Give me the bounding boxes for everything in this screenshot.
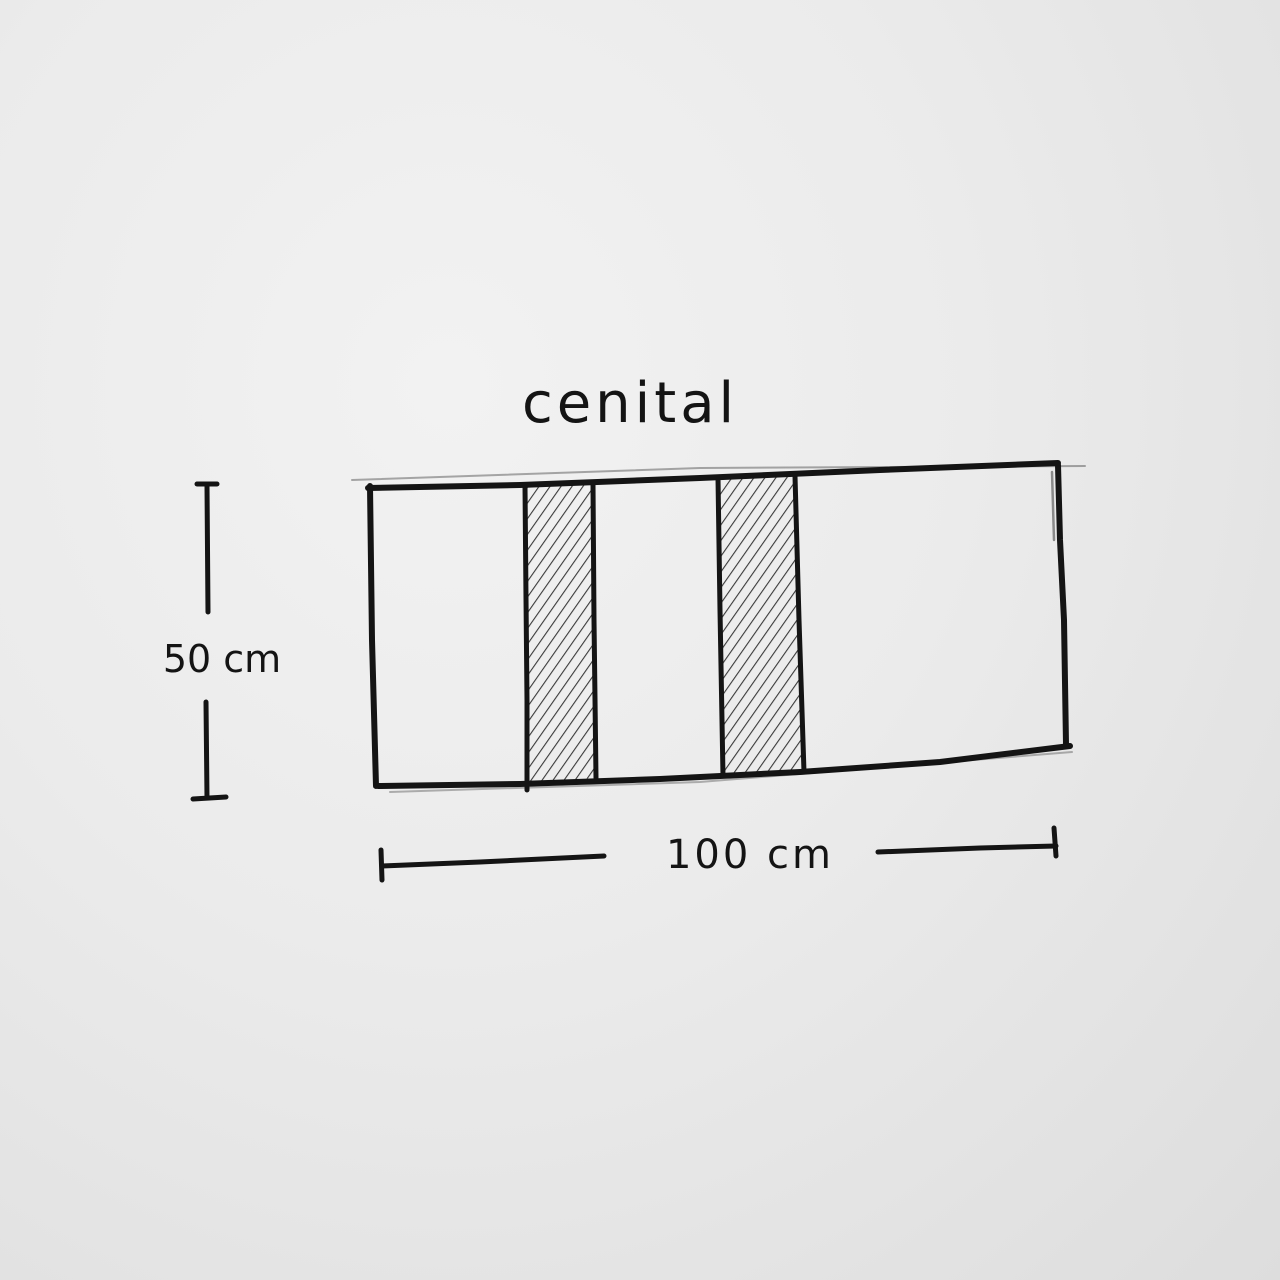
- width-label: 100 cm: [666, 832, 834, 878]
- height-dimension: [190, 481, 229, 802]
- diagram-title: cenital: [522, 371, 738, 436]
- hatched-divider-left: [522, 481, 599, 793]
- width-dimension: [378, 825, 1059, 883]
- height-label: 50 cm: [163, 637, 281, 681]
- hatched-divider-right: [715, 473, 807, 779]
- top-view-rectangle: [351, 460, 1086, 793]
